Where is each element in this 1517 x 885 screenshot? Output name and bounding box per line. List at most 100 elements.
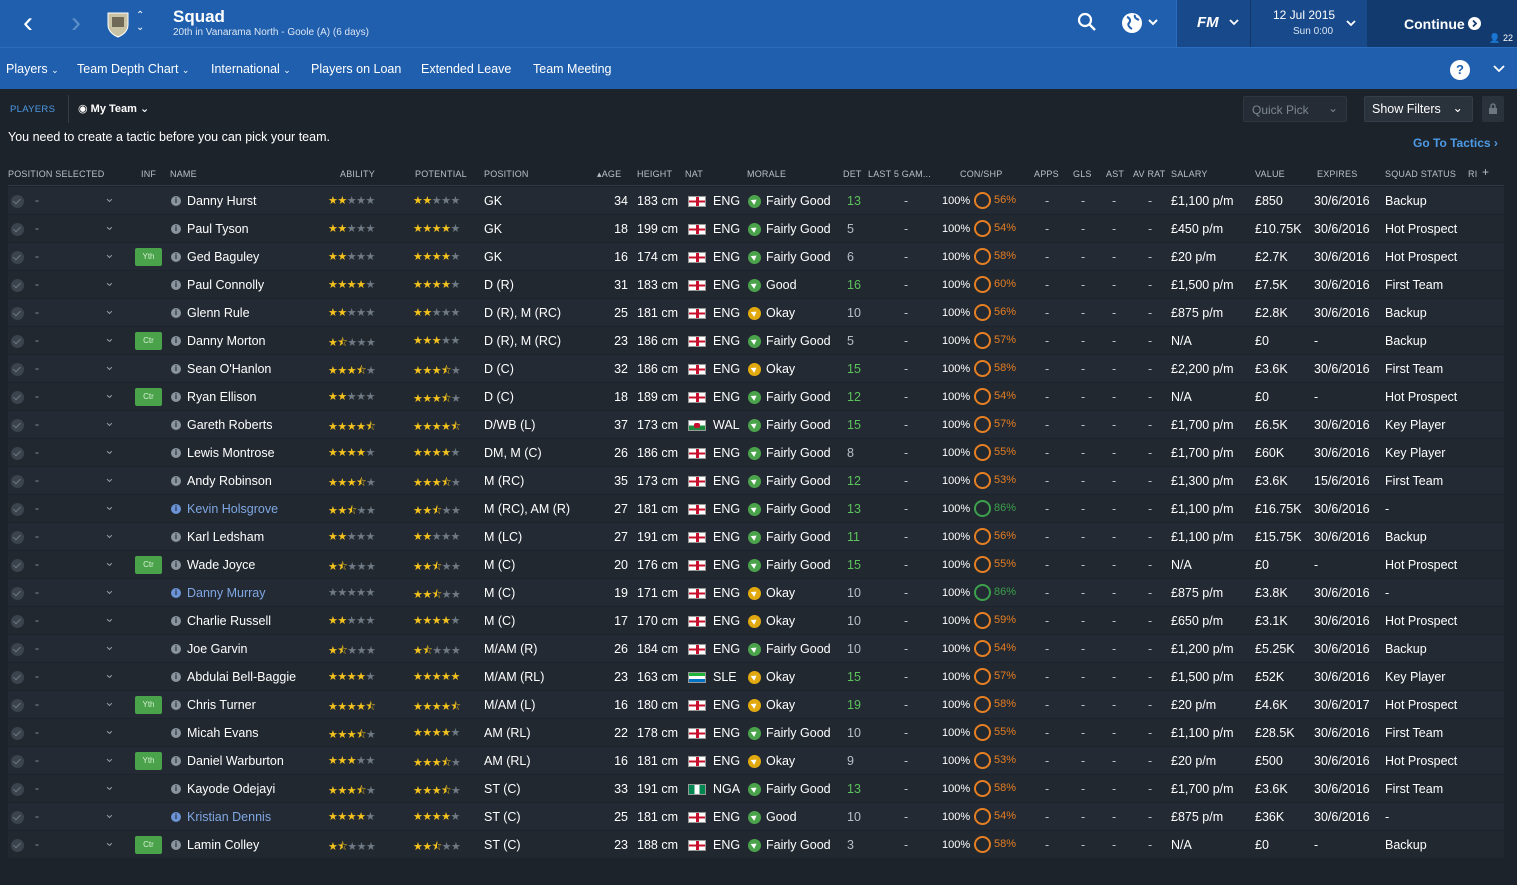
col-ability[interactable]: ABILITY bbox=[340, 169, 375, 179]
search-icon[interactable] bbox=[1077, 12, 1097, 32]
info-icon[interactable]: i bbox=[171, 336, 181, 346]
player-name[interactable]: Kristian Dennis bbox=[187, 810, 272, 824]
select-checkbox-icon[interactable] bbox=[11, 699, 24, 712]
chevron-down-icon[interactable]: ⌄ bbox=[104, 414, 115, 429]
info-icon[interactable]: i bbox=[171, 560, 181, 570]
chevron-down-icon[interactable]: ⌄ bbox=[104, 638, 115, 653]
col-potential[interactable]: POTENTIAL bbox=[415, 169, 467, 179]
info-icon[interactable]: i bbox=[171, 504, 181, 514]
chevron-down-icon[interactable]: ⌄ bbox=[104, 246, 115, 261]
player-name[interactable]: Paul Tyson bbox=[187, 222, 249, 236]
info-icon[interactable]: i bbox=[171, 812, 181, 822]
chevron-down-icon[interactable]: ⌄ bbox=[104, 442, 115, 457]
chevron-down-icon[interactable]: ⌄ bbox=[104, 302, 115, 317]
info-icon[interactable]: i bbox=[171, 644, 181, 654]
col-position[interactable]: POSITION bbox=[484, 169, 529, 179]
chevron-down-icon[interactable]: ⌄ bbox=[104, 722, 115, 737]
chevron-down-icon[interactable] bbox=[1493, 65, 1505, 73]
lock-button[interactable] bbox=[1482, 96, 1504, 122]
col-gls[interactable]: GLS bbox=[1073, 169, 1092, 179]
table-row[interactable]: - ⌄ i Kevin Holsgrove ★★⯪★★ ★★⯪★★ M (RC), AM (… bbox=[8, 495, 1504, 523]
view-selector[interactable]: ◉ My Team ⌄ bbox=[78, 102, 149, 115]
player-name[interactable]: Danny Murray bbox=[187, 586, 266, 600]
table-row[interactable]: - ⌄ Ctr i Danny Morton ★⯪★★★ ★★★★★ D (R), M (RC… bbox=[8, 327, 1504, 355]
player-name[interactable]: Andy Robinson bbox=[187, 474, 272, 488]
col-ri[interactable]: RI bbox=[1468, 169, 1478, 179]
nav-international[interactable]: International ⌄ bbox=[211, 62, 291, 76]
select-checkbox-icon[interactable] bbox=[11, 391, 24, 404]
table-row[interactable]: - ⌄ Ctr i Wade Joyce ★⯪★★★ ★★⯪★★ M (C) 55% 20 176 … bbox=[8, 551, 1504, 579]
fm-menu[interactable]: FM bbox=[1176, 0, 1250, 47]
go-to-tactics-link[interactable]: Go To Tactics › bbox=[1413, 136, 1498, 150]
select-checkbox-icon[interactable] bbox=[11, 755, 24, 768]
select-checkbox-icon[interactable] bbox=[11, 503, 24, 516]
info-icon[interactable]: i bbox=[171, 420, 181, 430]
player-name[interactable]: Sean O'Hanlon bbox=[187, 362, 272, 376]
player-name[interactable]: Abdulai Bell-Baggie bbox=[187, 670, 297, 684]
show-filters-button[interactable]: Show Filters ⌄ bbox=[1364, 96, 1473, 122]
table-row[interactable]: - ⌄ i Paul Connolly ★★★★★ ★★★★★ D (R) 60% 31 183 … bbox=[8, 271, 1504, 299]
select-checkbox-icon[interactable] bbox=[11, 839, 24, 852]
table-row[interactable]: - ⌄ i Danny Murray ★★★★★ ★★⯪★★ M (C) 86% 19 171 c… bbox=[8, 579, 1504, 607]
info-icon[interactable]: i bbox=[171, 728, 181, 738]
col-age[interactable]: ▴AGE bbox=[597, 169, 621, 180]
info-icon[interactable]: i bbox=[171, 784, 181, 794]
select-checkbox-icon[interactable] bbox=[11, 587, 24, 600]
date-display[interactable]: 12 Jul 2015 Sun 0:00 bbox=[1250, 0, 1367, 47]
table-row[interactable]: - ⌄ i Joe Garvin ★⯪★★★ ★⯪★★★ M/AM (R) 54% 26 184 … bbox=[8, 635, 1504, 663]
table-row[interactable]: - ⌄ i Kristian Dennis ★★★★★ ★★★★★ ST (C) 54% 25 1… bbox=[8, 803, 1504, 831]
table-row[interactable]: - ⌄ i Lewis Montrose ★★★★★ ★★★★★ DM, M (C) 55% 2… bbox=[8, 439, 1504, 467]
nav-team-meeting[interactable]: Team Meeting bbox=[533, 62, 612, 76]
col-expires[interactable]: EXPIRES bbox=[1317, 169, 1358, 179]
player-name[interactable]: Lewis Montrose bbox=[187, 446, 275, 460]
select-checkbox-icon[interactable] bbox=[11, 727, 24, 740]
chevron-down-icon[interactable]: ⌄ bbox=[104, 358, 115, 373]
chevron-down-icon[interactable]: ⌄ bbox=[104, 190, 115, 205]
info-icon[interactable]: i bbox=[171, 700, 181, 710]
col-height[interactable]: HEIGHT bbox=[637, 169, 673, 179]
table-row[interactable]: - ⌄ Yth i Ged Baguley ★★★★★ ★★★★★ GK 58% 16 174 cm… bbox=[8, 243, 1504, 271]
add-column-icon[interactable]: + bbox=[1482, 165, 1490, 179]
info-icon[interactable]: i bbox=[171, 308, 181, 318]
player-name[interactable]: Lamin Colley bbox=[187, 838, 260, 852]
table-row[interactable]: - ⌄ Ctr i Ryan Ellison ★★★★★ ★★★⯪★ D (C) 54% 18 18… bbox=[8, 383, 1504, 411]
select-checkbox-icon[interactable] bbox=[11, 615, 24, 628]
player-name[interactable]: Glenn Rule bbox=[187, 306, 250, 320]
select-checkbox-icon[interactable] bbox=[11, 307, 24, 320]
player-name[interactable]: Wade Joyce bbox=[187, 558, 256, 572]
select-checkbox-icon[interactable] bbox=[11, 447, 24, 460]
col-inf[interactable]: INF bbox=[141, 169, 157, 179]
player-name[interactable]: Gareth Roberts bbox=[187, 418, 273, 432]
chevron-down-icon[interactable]: ⌄ bbox=[104, 694, 115, 709]
player-name[interactable]: Joe Garvin bbox=[187, 642, 248, 656]
player-name[interactable]: Micah Evans bbox=[187, 726, 259, 740]
info-icon[interactable]: i bbox=[171, 364, 181, 374]
table-row[interactable]: - ⌄ i Glenn Rule ★★★★★ ★★★★★ D (R), M (RC) 56% 2… bbox=[8, 299, 1504, 327]
info-icon[interactable]: i bbox=[171, 196, 181, 206]
nav-players-on-loan[interactable]: Players on Loan bbox=[311, 62, 402, 76]
table-row[interactable]: - ⌄ i Karl Ledsham ★★★★★ ★★★★★ M (LC) 56% 27 191 … bbox=[8, 523, 1504, 551]
col-value[interactable]: VALUE bbox=[1255, 169, 1285, 179]
table-row[interactable]: - ⌄ i Paul Tyson ★★★★★ ★★★★★ GK 54% 18 199 cm ENG F… bbox=[8, 215, 1504, 243]
info-icon[interactable]: i bbox=[171, 840, 181, 850]
help-icon[interactable]: ? bbox=[1450, 60, 1470, 80]
select-checkbox-icon[interactable] bbox=[11, 335, 24, 348]
table-row[interactable]: - ⌄ Yth i Daniel Warburton ★★★★★ ★★★⯪★ AM (RL) 5… bbox=[8, 747, 1504, 775]
info-icon[interactable]: i bbox=[171, 588, 181, 598]
select-checkbox-icon[interactable] bbox=[11, 783, 24, 796]
select-checkbox-icon[interactable] bbox=[11, 671, 24, 684]
club-switch-arrows-icon[interactable]: ⌃ ⌄ bbox=[136, 10, 145, 33]
player-name[interactable]: Danny Morton bbox=[187, 334, 266, 348]
chevron-down-icon[interactable]: ⌄ bbox=[104, 386, 115, 401]
chevron-down-icon[interactable]: ⌄ bbox=[104, 470, 115, 485]
nav-extended-leave[interactable]: Extended Leave bbox=[421, 62, 512, 76]
col-det[interactable]: DET bbox=[843, 169, 862, 179]
player-name[interactable]: Chris Turner bbox=[187, 698, 256, 712]
col-morale[interactable]: MORALE bbox=[747, 169, 787, 179]
col-position-selected[interactable]: POSITION SELECTED bbox=[8, 169, 105, 179]
chevron-down-icon[interactable]: ⌄ bbox=[104, 554, 115, 569]
chevron-down-icon[interactable]: ⌄ bbox=[104, 582, 115, 597]
player-name[interactable]: Daniel Warburton bbox=[187, 754, 284, 768]
forward-arrow-icon[interactable]: › bbox=[71, 6, 81, 39]
chevron-down-icon[interactable]: ⌄ bbox=[104, 778, 115, 793]
